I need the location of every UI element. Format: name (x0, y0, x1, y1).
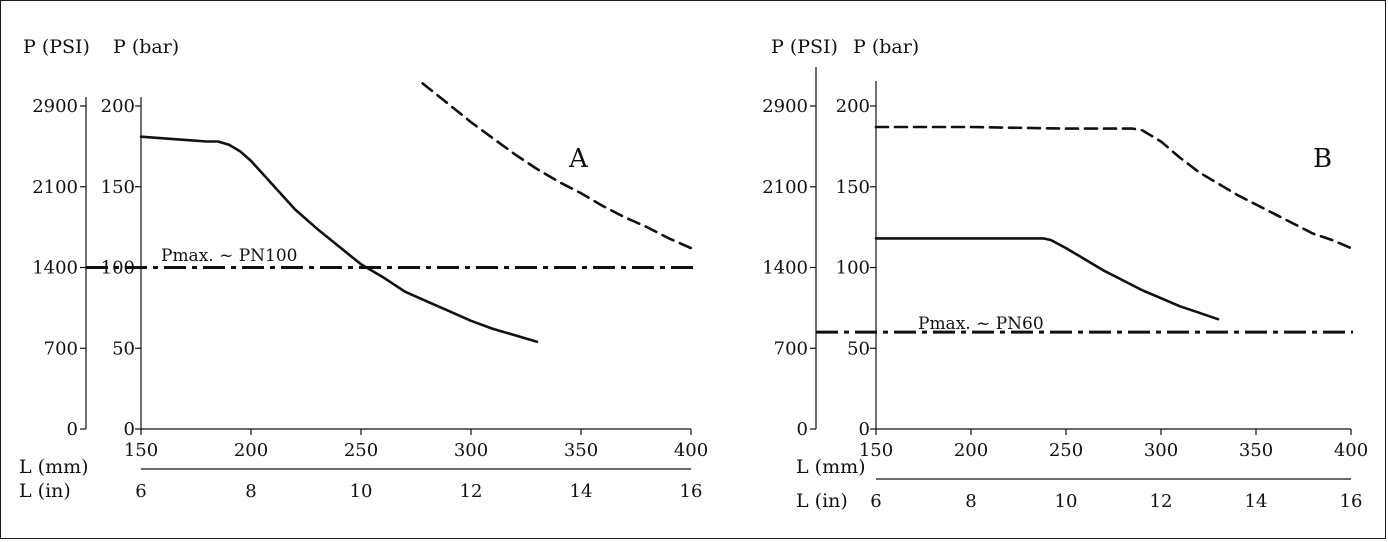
psi-tick-label: 1400 (32, 258, 78, 279)
mm-tick-label: 150 (859, 440, 893, 461)
in-tick-label: 8 (245, 481, 256, 502)
mm-tick-label: 200 (954, 440, 988, 461)
bar-tick-label: 150 (836, 177, 870, 198)
in-tick-label: 12 (1150, 491, 1173, 512)
pmax-label: Pmax. ~ PN100 (161, 246, 298, 266)
bar-tick-label: 100 (836, 258, 870, 279)
psi-tick-label: 2100 (32, 177, 78, 198)
mm-tick-label: 350 (564, 440, 598, 461)
psi-tick-label: 2100 (762, 177, 808, 198)
psi-tick-label: 2900 (762, 96, 808, 117)
psi-tick-label: 0 (797, 419, 808, 440)
bar-tick-label: 0 (124, 419, 135, 440)
psi-tick-label: 2900 (32, 96, 78, 117)
panel-label: B (1313, 144, 1332, 174)
psi-tick-label: 700 (44, 338, 78, 359)
psi-tick-label: 1400 (762, 258, 808, 279)
mm-tick-label: 250 (344, 440, 378, 461)
pmax-label: Pmax. ~ PN60 (918, 314, 1044, 334)
panel-label: A (568, 144, 589, 174)
mm-tick-label: 400 (1334, 440, 1368, 461)
y-axis-title-bar: P (bar) (853, 36, 919, 58)
bar-tick-label: 200 (836, 96, 870, 117)
mm-tick-label: 150 (124, 440, 158, 461)
chart-panel-a (80, 82, 693, 470)
in-tick-label: 16 (680, 481, 703, 502)
in-tick-label: 12 (460, 481, 483, 502)
bar-tick-label: 0 (859, 419, 870, 440)
bar-tick-label: 100 (101, 258, 135, 279)
mm-tick-label: 200 (234, 440, 268, 461)
in-tick-label: 16 (1340, 491, 1363, 512)
y-axis-title-bar: P (bar) (113, 36, 179, 58)
x-axis-title-in: L (in) (19, 480, 71, 502)
in-tick-label: 14 (570, 481, 593, 502)
mm-tick-label: 300 (1144, 440, 1178, 461)
in-tick-label: 8 (965, 491, 976, 512)
y-axis-title-psi: P (PSI) (771, 36, 838, 58)
x-axis-title-mm: L (mm) (19, 456, 89, 478)
in-tick-label: 6 (870, 491, 881, 512)
bar-tick-label: 150 (101, 177, 135, 198)
mm-tick-label: 350 (1239, 440, 1273, 461)
in-tick-label: 14 (1245, 491, 1268, 512)
y-axis-title-psi: P (PSI) (23, 36, 90, 58)
mm-tick-label: 250 (1049, 440, 1083, 461)
x-axis-title-mm: L (mm) (796, 456, 866, 478)
series-line-solid (874, 237, 1220, 321)
in-tick-label: 10 (350, 481, 373, 502)
bar-tick-label: 200 (101, 96, 135, 117)
mm-tick-label: 400 (674, 440, 708, 461)
series-line-dashed (874, 125, 1353, 250)
psi-tick-label: 0 (67, 419, 78, 440)
mm-tick-label: 300 (454, 440, 488, 461)
chart-panel-b (810, 67, 1353, 480)
in-tick-label: 10 (1055, 491, 1078, 512)
bar-tick-label: 50 (112, 338, 135, 359)
series-line-solid (139, 135, 539, 344)
bar-tick-label: 50 (847, 338, 870, 359)
psi-tick-label: 700 (774, 338, 808, 359)
in-tick-label: 6 (135, 481, 146, 502)
series-line-dashed (421, 82, 693, 250)
x-axis-title-in: L (in) (796, 490, 848, 512)
